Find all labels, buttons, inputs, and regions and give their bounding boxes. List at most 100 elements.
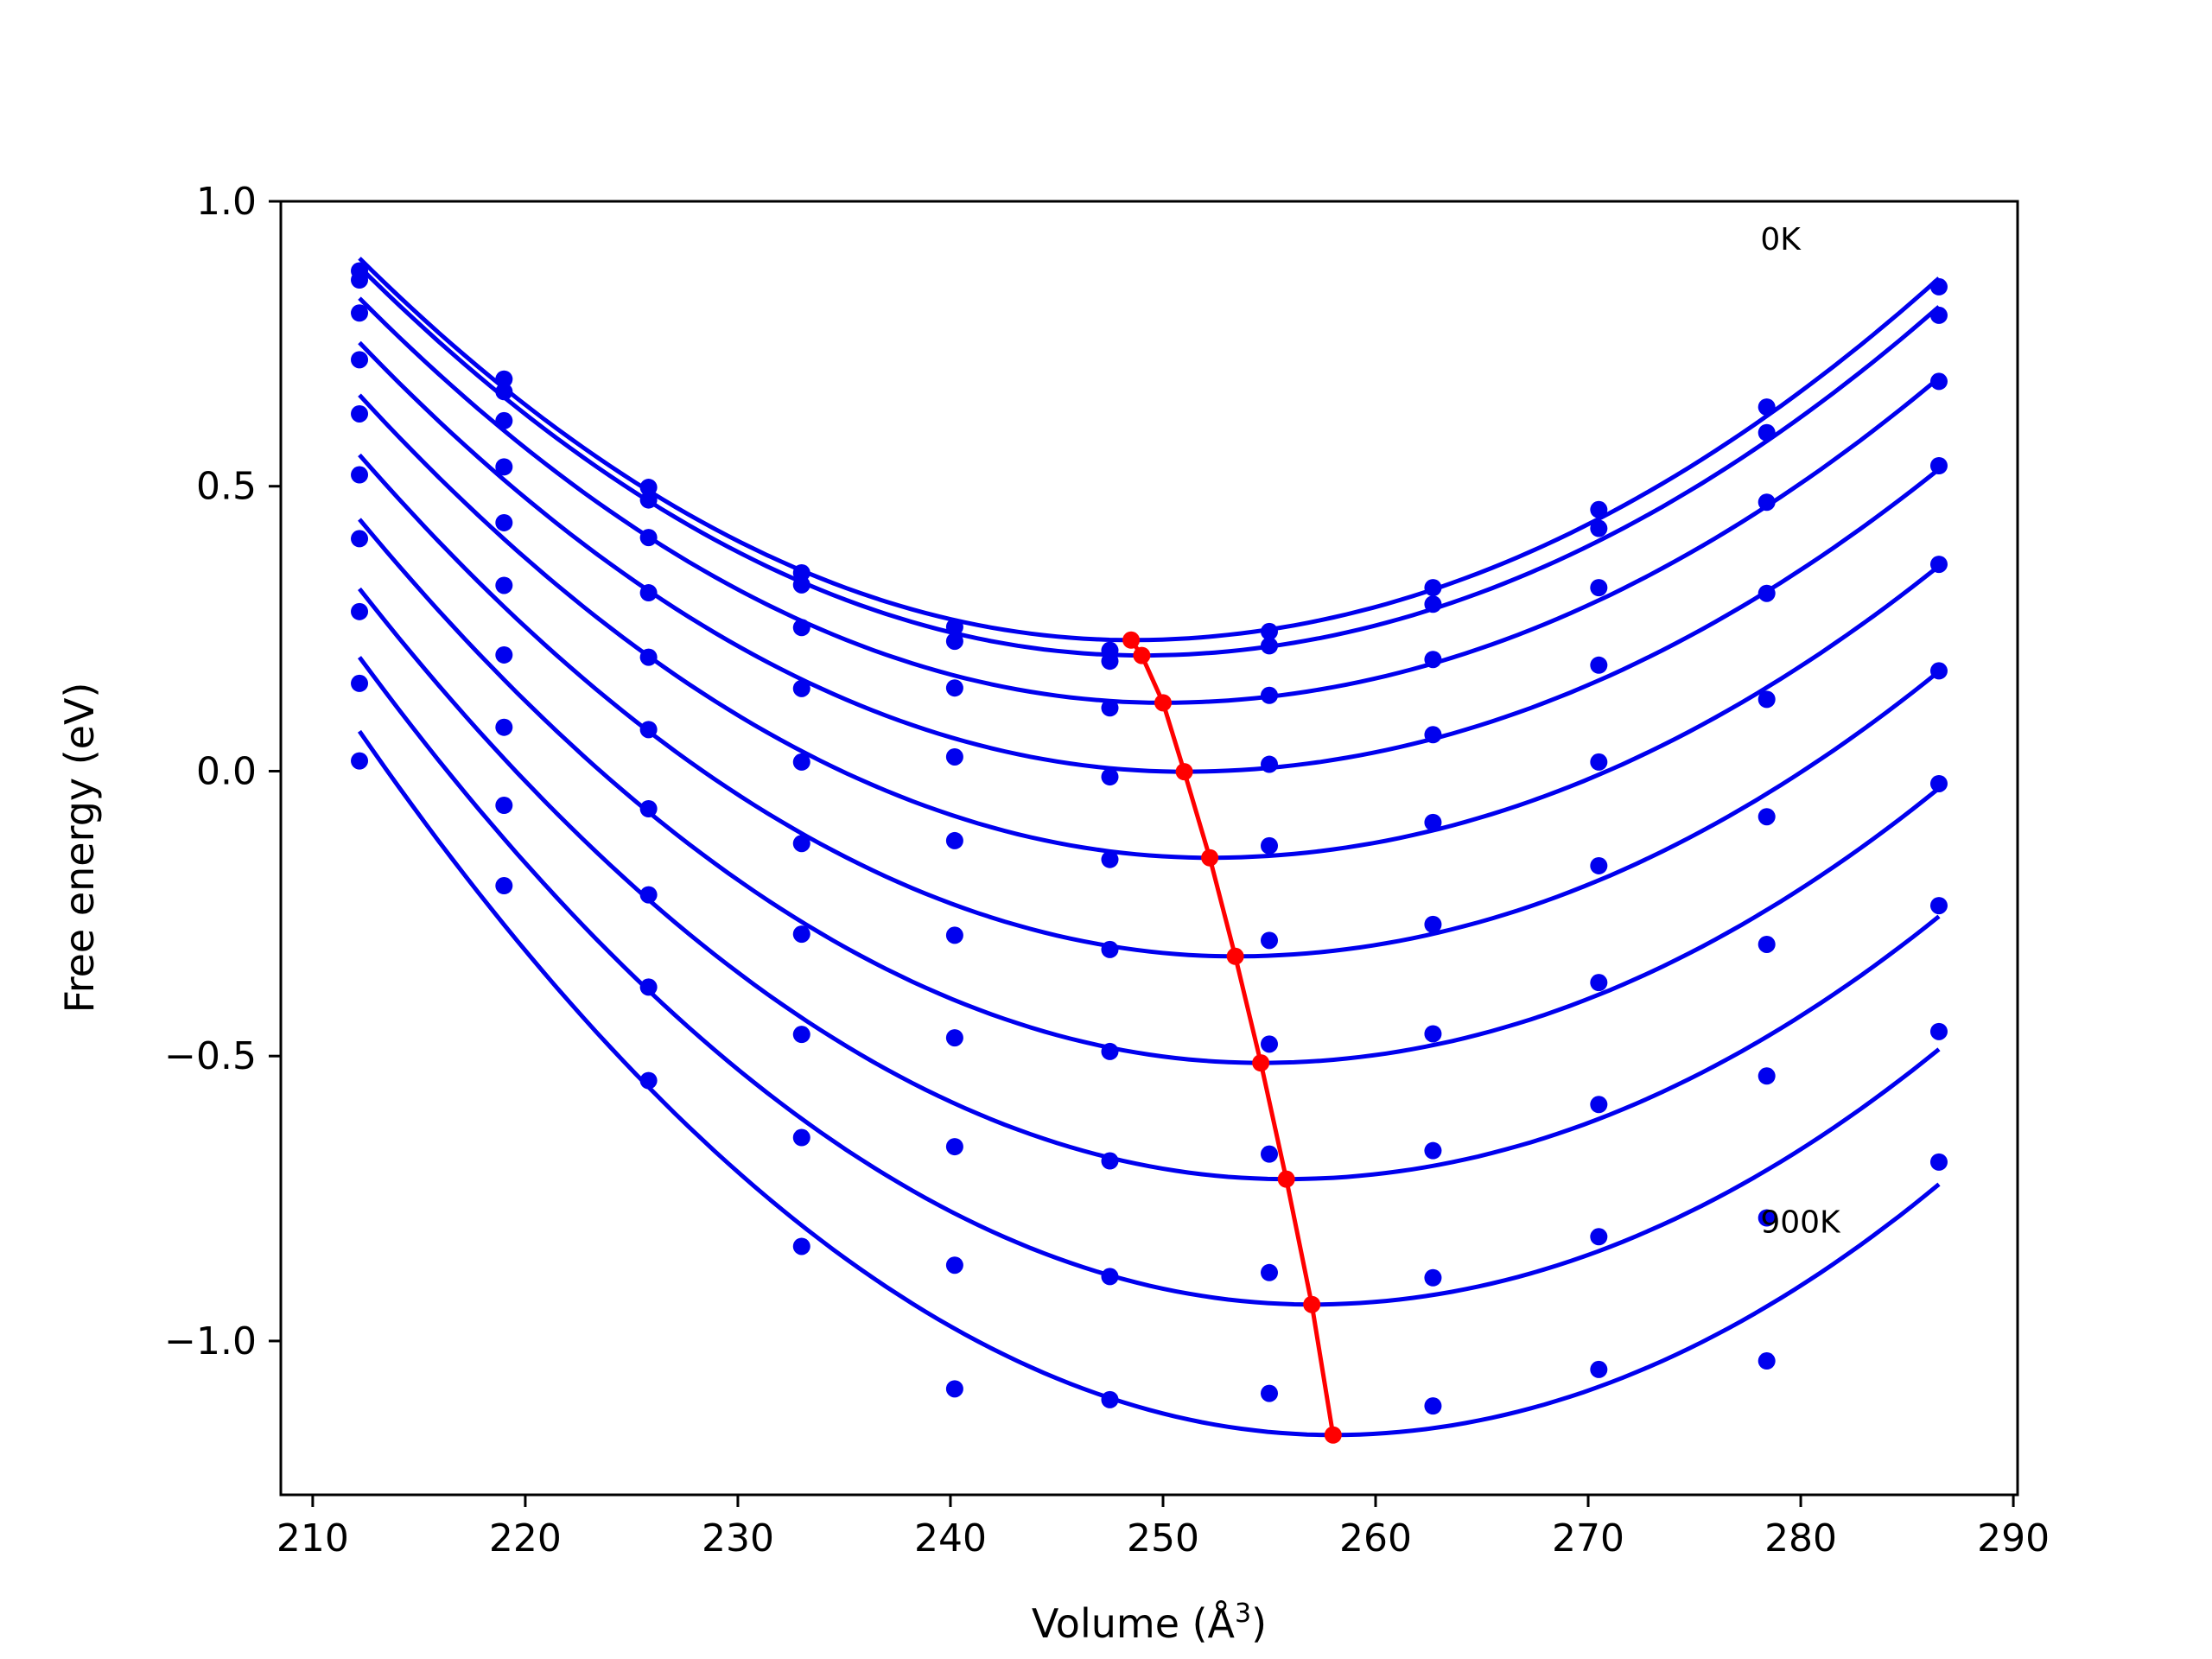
data-point (792, 1237, 810, 1255)
data-point (1758, 493, 1776, 512)
data-point (945, 1138, 963, 1156)
data-point (1424, 1141, 1442, 1160)
x-axis-label-superscript: 3 (1235, 1599, 1251, 1629)
data-point (1929, 372, 1948, 391)
data-point (1424, 651, 1442, 669)
data-point (1929, 277, 1948, 296)
y-axis-ticks: 1.0 0.5 0.0 −0.5 −1.0 (164, 180, 281, 1363)
data-point (945, 632, 963, 651)
data-point (945, 747, 963, 766)
data-point (351, 674, 369, 692)
fit-curve-700K (358, 587, 1941, 1182)
y-tick-label: 0.5 (196, 465, 257, 509)
data-point (1929, 1153, 1948, 1171)
data-point (1101, 1152, 1119, 1170)
data-point (495, 718, 513, 736)
data-point (1590, 856, 1608, 874)
data-point (1758, 423, 1776, 442)
x-tick-label: 210 (276, 1516, 349, 1560)
data-point (1929, 1022, 1948, 1040)
data-point (495, 383, 513, 401)
x-tick-label: 250 (1127, 1516, 1199, 1560)
y-tick-label: 1.0 (196, 180, 257, 224)
data-point (1590, 1096, 1608, 1114)
y-tick-label: 0.0 (196, 749, 257, 793)
data-point (1261, 637, 1279, 655)
data-point (639, 491, 658, 509)
data-point (639, 721, 658, 739)
data-point (945, 618, 963, 636)
fit-curve-0K (358, 257, 1941, 643)
minimum-point (1277, 1170, 1295, 1188)
data-point (1261, 755, 1279, 773)
data-point (1424, 1025, 1442, 1043)
minimum-line (1122, 631, 1342, 1444)
data-point (1929, 306, 1948, 324)
data-point (1590, 500, 1608, 518)
data-point (639, 978, 658, 996)
x-tick-label: 260 (1339, 1516, 1412, 1560)
data-point (1101, 1268, 1119, 1286)
y-axis-label: Free energy (eV) (56, 683, 103, 1014)
fit-curve-600K (358, 518, 1941, 1065)
data-point (1590, 1228, 1608, 1246)
data-point (1590, 974, 1608, 992)
data-point (1424, 726, 1442, 744)
data-point (945, 679, 963, 697)
data-point (351, 304, 369, 322)
x-tick-label: 220 (489, 1516, 562, 1560)
y-tick-label: −0.5 (164, 1034, 257, 1078)
minimum-point (1175, 763, 1193, 781)
data-point (1424, 1397, 1442, 1415)
data-point (639, 479, 658, 497)
data-point (495, 877, 513, 895)
data-point (1929, 897, 1948, 915)
fit-curve-800K (357, 656, 1941, 1307)
data-point (792, 575, 810, 594)
data-point (1101, 1042, 1119, 1060)
x-tick-label: 270 (1552, 1516, 1624, 1560)
data-point (495, 411, 513, 429)
data-point (945, 1029, 963, 1047)
data-point (639, 529, 658, 547)
data-point (1101, 940, 1119, 958)
data-point (1590, 753, 1608, 771)
data-point (1929, 556, 1948, 574)
fit-curve-300K (358, 340, 1941, 774)
data-point (495, 576, 513, 594)
data-point (1261, 1263, 1279, 1281)
minimum-point (1226, 947, 1244, 965)
data-point (1758, 1209, 1776, 1227)
data-point (1261, 931, 1279, 950)
data-point (1101, 850, 1119, 868)
data-point (1101, 652, 1119, 671)
x-axis-ticks: 210 220 230 240 250 260 270 280 290 (276, 1495, 2050, 1560)
data-point (495, 458, 513, 476)
minimum-point (1201, 849, 1219, 867)
annotation-label: 0K (1760, 222, 1802, 257)
minimum-point (1154, 694, 1172, 712)
x-tick-label: 230 (702, 1516, 774, 1560)
data-point (495, 370, 513, 388)
fit-curves (357, 257, 1941, 1438)
minimum-point (1133, 646, 1151, 664)
data-point (792, 619, 810, 637)
data-point (1929, 662, 1948, 680)
data-point (792, 679, 810, 697)
annotations: 0K 900K (1760, 222, 1841, 1241)
data-point (351, 404, 369, 423)
data-point (495, 797, 513, 815)
data-point (792, 753, 810, 771)
data-points (351, 262, 1948, 1415)
data-point (1758, 1352, 1776, 1370)
minimum-point (1252, 1054, 1270, 1072)
data-point (639, 886, 658, 904)
data-point (792, 925, 810, 944)
data-point (1261, 1035, 1279, 1053)
data-point (1590, 519, 1608, 537)
data-point (1929, 456, 1948, 474)
data-point (1758, 398, 1776, 416)
data-point (1758, 808, 1776, 826)
data-point (1101, 699, 1119, 717)
